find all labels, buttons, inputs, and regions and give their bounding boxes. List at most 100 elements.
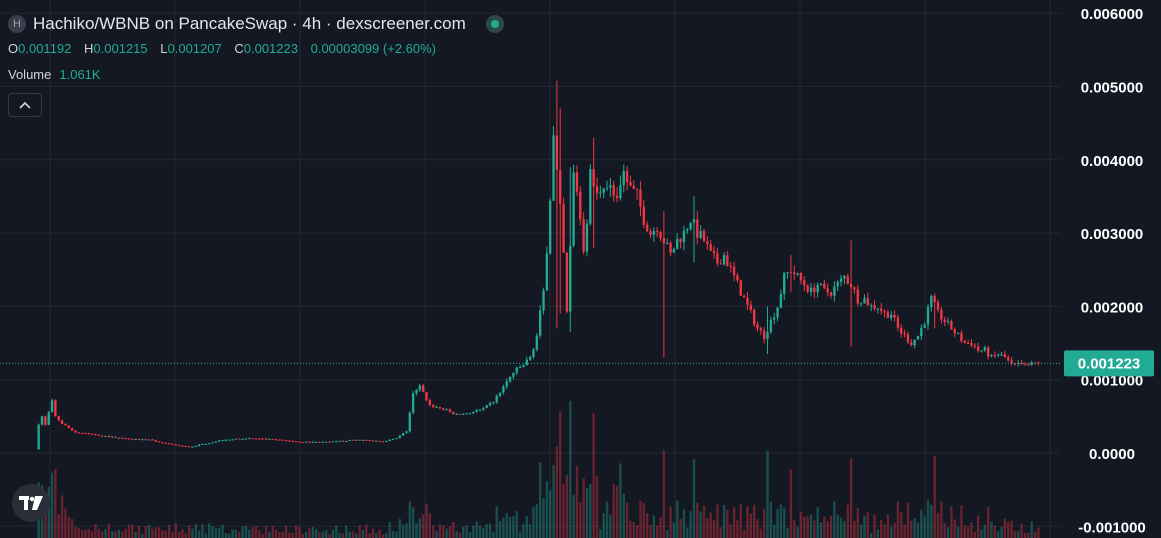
candle-body[interactable] (973, 345, 976, 347)
candle-body[interactable] (976, 346, 980, 351)
candle-body[interactable] (545, 253, 549, 291)
candle-body[interactable] (278, 439, 281, 441)
candle-body[interactable] (498, 392, 502, 396)
candle-body[interactable] (813, 287, 816, 293)
candle-body[interactable] (70, 428, 74, 431)
candle-body[interactable] (873, 305, 876, 309)
candle-body[interactable] (592, 169, 595, 187)
candle-body[interactable] (408, 412, 411, 432)
candle-body[interactable] (238, 438, 241, 440)
candle-body[interactable] (936, 302, 940, 310)
candle-body[interactable] (74, 430, 77, 433)
candle-body[interactable] (442, 408, 445, 410)
candle-body[interactable] (960, 332, 963, 341)
candle-body[interactable] (605, 187, 609, 189)
candle-body[interactable] (799, 273, 803, 281)
candle-body[interactable] (635, 188, 639, 190)
candle-body[interactable] (167, 443, 171, 445)
candle-body[interactable] (281, 439, 284, 441)
candle-body[interactable] (619, 185, 622, 199)
candle-body[interactable] (525, 359, 528, 366)
candle-body[interactable] (993, 354, 997, 356)
candle-body[interactable] (60, 420, 64, 425)
candle-body[interactable] (572, 172, 575, 246)
candle-body[interactable] (485, 405, 488, 408)
candle-body[interactable] (763, 330, 766, 339)
candle-body[interactable] (983, 347, 987, 351)
candle-body[interactable] (321, 441, 325, 443)
candle-body[interactable] (67, 425, 70, 429)
candle-body[interactable] (111, 436, 114, 438)
candle-body[interactable] (642, 206, 645, 225)
candle-body[interactable] (679, 238, 682, 243)
candle-body[interactable] (1023, 364, 1027, 366)
candle-body[interactable] (773, 317, 776, 320)
candle-body[interactable] (234, 438, 238, 440)
candle-body[interactable] (241, 438, 244, 440)
candle-body[interactable] (482, 407, 485, 410)
candle-body[interactable] (933, 295, 936, 303)
candle-body[interactable] (147, 439, 151, 441)
candle-body[interactable] (435, 407, 438, 409)
candle-body[interactable] (629, 182, 632, 187)
candle-body[interactable] (47, 412, 50, 425)
candle-body[interactable] (849, 283, 853, 288)
candle-body[interactable] (1033, 362, 1037, 364)
candle-body[interactable] (314, 441, 318, 443)
candle-body[interactable] (274, 439, 278, 441)
candle-body[interactable] (980, 350, 983, 352)
candle-body[interactable] (258, 438, 261, 440)
candle-body[interactable] (134, 438, 137, 440)
candle-body[interactable] (221, 440, 224, 442)
candle-body[interactable] (94, 434, 97, 436)
candle-body[interactable] (779, 293, 783, 308)
candle-body[interactable] (171, 443, 174, 445)
candle-body[interactable] (539, 310, 542, 336)
candle-body[interactable] (555, 135, 559, 170)
candle-body[interactable] (542, 290, 545, 311)
candle-body[interactable] (452, 411, 455, 415)
candle-body[interactable] (201, 443, 204, 445)
candle-body[interactable] (415, 389, 418, 394)
candle-body[interactable] (398, 435, 401, 439)
candle-body[interactable] (84, 433, 87, 435)
candle-body[interactable] (786, 272, 789, 274)
candle-body[interactable] (652, 230, 656, 235)
candle-body[interactable] (602, 188, 605, 193)
candle-body[interactable] (144, 439, 147, 441)
candle-body[interactable] (890, 314, 893, 318)
candle-body[interactable] (478, 409, 482, 411)
candle-body[interactable] (625, 170, 629, 183)
candle-body[interactable] (599, 192, 602, 194)
candle-body[interactable] (1007, 357, 1010, 361)
candle-body[interactable] (1000, 354, 1003, 356)
candle-body[interactable] (752, 309, 756, 325)
candle-body[interactable] (987, 347, 990, 357)
candle-body[interactable] (649, 231, 652, 235)
candle-body[interactable] (682, 230, 686, 243)
candle-body[interactable] (421, 385, 425, 393)
candle-body[interactable] (639, 189, 642, 207)
candle-body[interactable] (77, 432, 80, 434)
candle-body[interactable] (341, 440, 345, 442)
candle-body[interactable] (920, 327, 923, 336)
candle-body[interactable] (57, 415, 60, 421)
candle-body[interactable] (692, 219, 696, 223)
candle-body[interactable] (1003, 354, 1007, 358)
candle-body[interactable] (793, 272, 796, 275)
candle-body[interactable] (325, 441, 328, 443)
candle-body[interactable] (853, 287, 856, 290)
candle-body[interactable] (495, 395, 498, 403)
candle-body[interactable] (351, 439, 355, 441)
candle-body[interactable] (776, 307, 779, 318)
candle-body[interactable] (187, 446, 191, 448)
candle-body[interactable] (472, 411, 475, 414)
candle-body[interactable] (345, 440, 348, 442)
candle-body[interactable] (806, 285, 809, 292)
candle-body[interactable] (1020, 362, 1023, 365)
candle-body[interactable] (331, 441, 335, 443)
candle-body[interactable] (963, 340, 966, 343)
candle-body[interactable] (154, 440, 157, 442)
collapse-legend-button[interactable] (8, 93, 42, 117)
